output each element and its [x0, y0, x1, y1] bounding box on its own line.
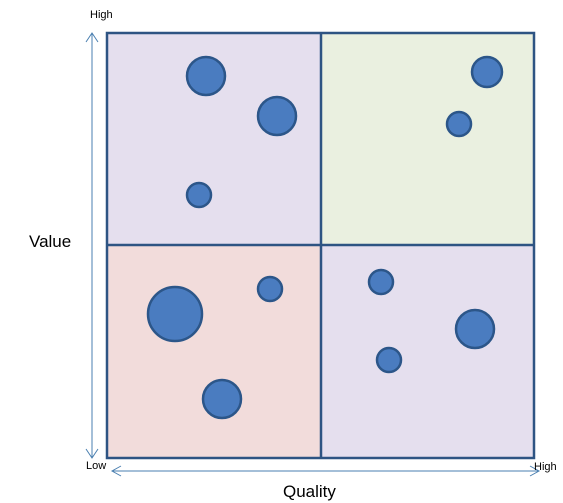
bubble [256, 275, 284, 303]
y-axis-high-label: High [90, 9, 113, 21]
x-axis-title: Quality [283, 482, 336, 501]
bubble [445, 110, 473, 138]
bubble [470, 55, 504, 89]
bubble [185, 181, 213, 209]
y-axis-title: Value [29, 232, 72, 251]
bubble [454, 308, 496, 350]
bubble [185, 55, 227, 97]
x-axis-high-label: High [534, 461, 557, 473]
bubble [146, 285, 204, 343]
bubbles [146, 55, 504, 420]
bubble [375, 346, 403, 374]
bubble [201, 378, 243, 420]
x-axis-low-label: Low [86, 460, 107, 472]
quadrant-top-right [321, 33, 534, 245]
bubble [256, 95, 298, 137]
x-arrow-head-left [110, 465, 122, 477]
y-arrow-head-top [85, 32, 99, 43]
bubble [367, 268, 395, 296]
quadrant-bottom-right [321, 245, 534, 458]
y-arrow-head-bottom [85, 448, 99, 459]
x-arrow-head-right [529, 465, 541, 477]
grid-lines [105, 31, 536, 460]
axis-arrows [85, 32, 541, 477]
quadrant-bottom-left [107, 245, 321, 458]
